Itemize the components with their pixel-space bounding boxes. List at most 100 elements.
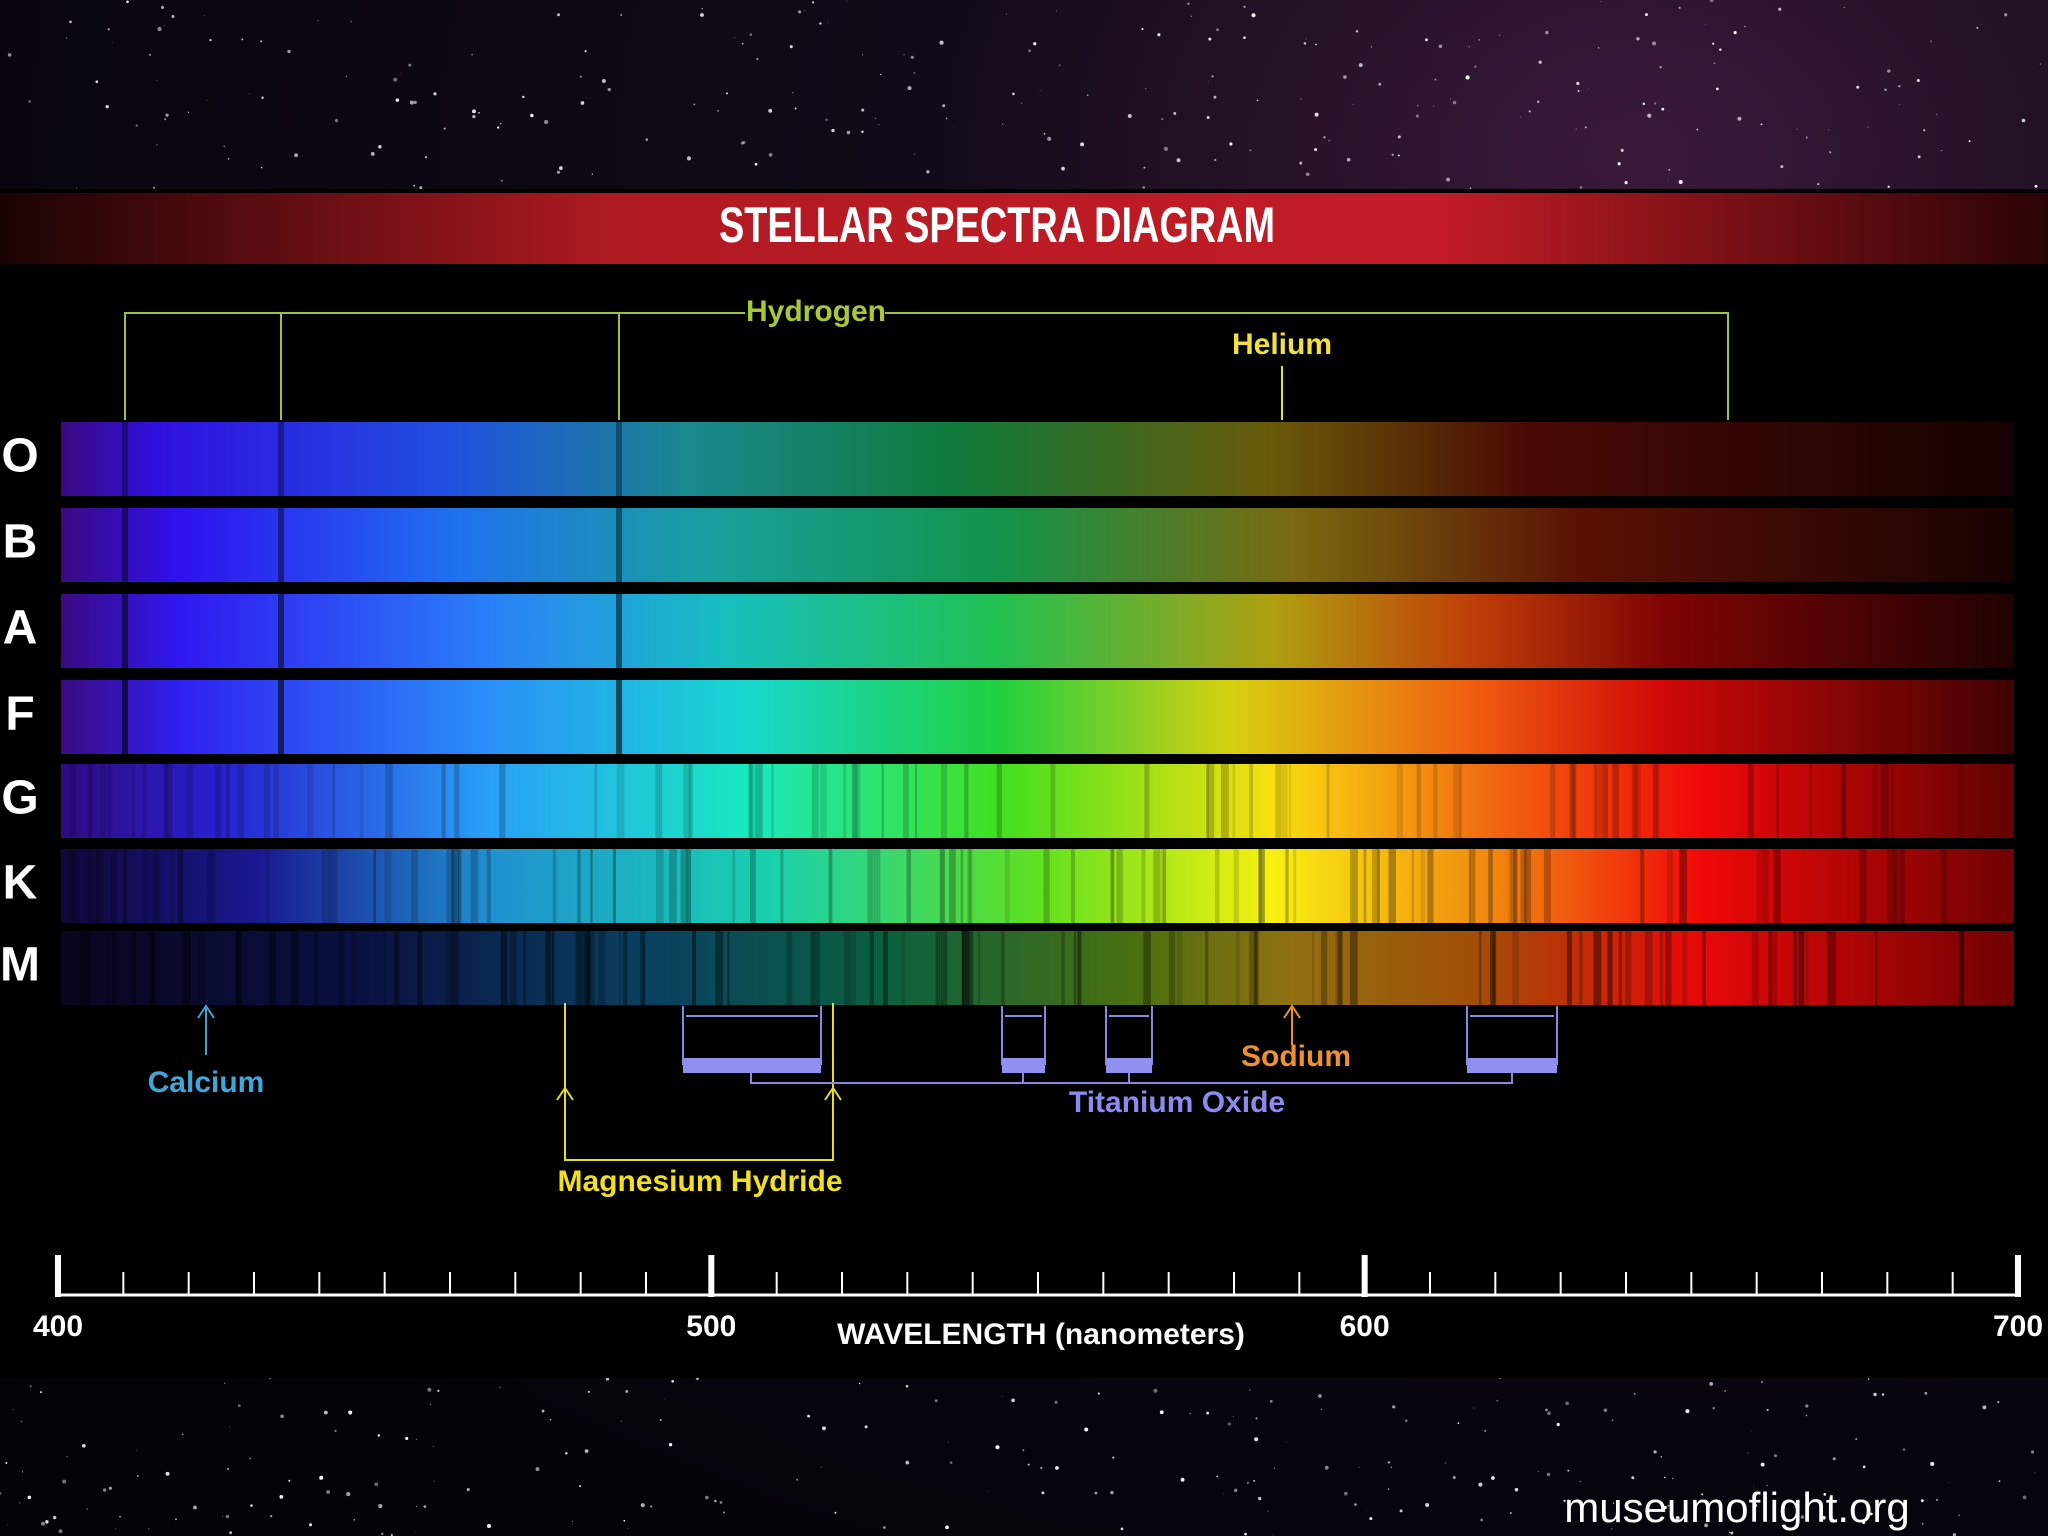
absorption-line — [278, 422, 284, 496]
star — [580, 101, 585, 105]
star — [1388, 1488, 1390, 1490]
absorption-line — [813, 931, 821, 1005]
absorption-line — [1891, 849, 1900, 923]
absorption-line — [1666, 849, 1673, 923]
absorption-line — [96, 849, 104, 923]
absorption-line — [1958, 931, 1965, 1005]
star — [1028, 49, 1031, 52]
star — [229, 1531, 233, 1535]
absorption-line — [914, 764, 918, 838]
star — [175, 1518, 177, 1521]
absorption-line — [869, 931, 875, 1005]
absorption-line — [235, 931, 239, 1005]
absorption-line — [1043, 849, 1050, 923]
star — [1647, 113, 1652, 118]
absorption-line — [1593, 931, 1602, 1005]
star — [395, 98, 400, 102]
star — [19, 1502, 21, 1504]
star — [1143, 166, 1146, 169]
star — [2034, 1472, 2036, 1474]
star — [1778, 7, 1782, 11]
star — [1371, 46, 1373, 48]
title-band — [0, 193, 2048, 264]
absorption-line — [322, 849, 330, 923]
star — [1006, 13, 1008, 15]
star — [41, 1521, 45, 1526]
star — [910, 55, 914, 59]
star — [549, 1418, 552, 1421]
star — [156, 80, 158, 81]
absorption-line — [385, 764, 392, 838]
star — [2030, 1450, 2035, 1454]
star — [45, 1520, 49, 1524]
star — [1247, 1482, 1249, 1484]
absorption-line — [1773, 849, 1781, 923]
star — [171, 15, 175, 18]
star — [261, 96, 264, 99]
spectral-class: A — [3, 602, 38, 655]
absorption-line — [1459, 764, 1462, 838]
absorption-line — [1288, 764, 1292, 838]
absorption-line — [1550, 764, 1556, 838]
star — [227, 1468, 230, 1470]
star — [1678, 180, 1683, 185]
star — [756, 57, 759, 61]
star — [1796, 128, 1798, 130]
star — [69, 20, 72, 24]
star — [1378, 82, 1382, 86]
star — [1305, 172, 1310, 177]
absorption-line — [1110, 849, 1115, 923]
star — [27, 1495, 32, 1500]
absorption-line — [1349, 931, 1358, 1005]
star — [623, 1519, 626, 1522]
star — [288, 1479, 291, 1482]
star — [1930, 1461, 1935, 1466]
star — [1651, 41, 1657, 46]
absorption-line — [867, 849, 874, 923]
star — [1704, 1523, 1708, 1528]
absorption-line — [1659, 931, 1664, 1005]
star — [2034, 184, 2038, 188]
star — [1747, 1452, 1749, 1454]
absorption-line — [967, 849, 971, 923]
star — [878, 124, 880, 126]
absorption-line — [616, 422, 622, 496]
absorption-line — [1488, 849, 1493, 923]
star — [1216, 28, 1219, 32]
star — [319, 1475, 324, 1480]
absorption-line — [87, 849, 96, 923]
star — [1457, 1422, 1460, 1424]
star — [1352, 103, 1354, 105]
star — [861, 130, 864, 133]
star — [587, 1390, 590, 1393]
absorption-line — [1798, 931, 1805, 1005]
star — [415, 1505, 417, 1507]
star — [1397, 154, 1400, 157]
star — [1491, 1476, 1495, 1480]
absorption-line — [1416, 764, 1422, 838]
star — [1446, 177, 1451, 182]
star — [1253, 1479, 1256, 1482]
star — [1644, 13, 1648, 17]
absorption-line — [1841, 764, 1847, 838]
absorption-line — [1569, 764, 1576, 838]
absorption-line — [1176, 931, 1183, 1005]
titanium-oxide-label: Titanium Oxide — [1069, 1086, 1285, 1119]
star — [1547, 1411, 1551, 1415]
absorption-line — [749, 849, 756, 923]
absorption-line — [384, 849, 392, 923]
star — [413, 184, 415, 187]
absorption-line — [1388, 849, 1396, 923]
absorption-line — [939, 849, 945, 923]
absorption-line — [852, 764, 861, 838]
tick-label: 400 — [33, 1310, 83, 1343]
star — [1663, 1505, 1667, 1510]
star — [1324, 1465, 1329, 1470]
star — [334, 119, 339, 123]
star — [1452, 100, 1457, 105]
absorption-line — [1335, 931, 1343, 1005]
absorption-line — [165, 764, 173, 838]
star — [1537, 1470, 1539, 1473]
star — [620, 14, 623, 16]
absorption-line — [1543, 849, 1551, 923]
